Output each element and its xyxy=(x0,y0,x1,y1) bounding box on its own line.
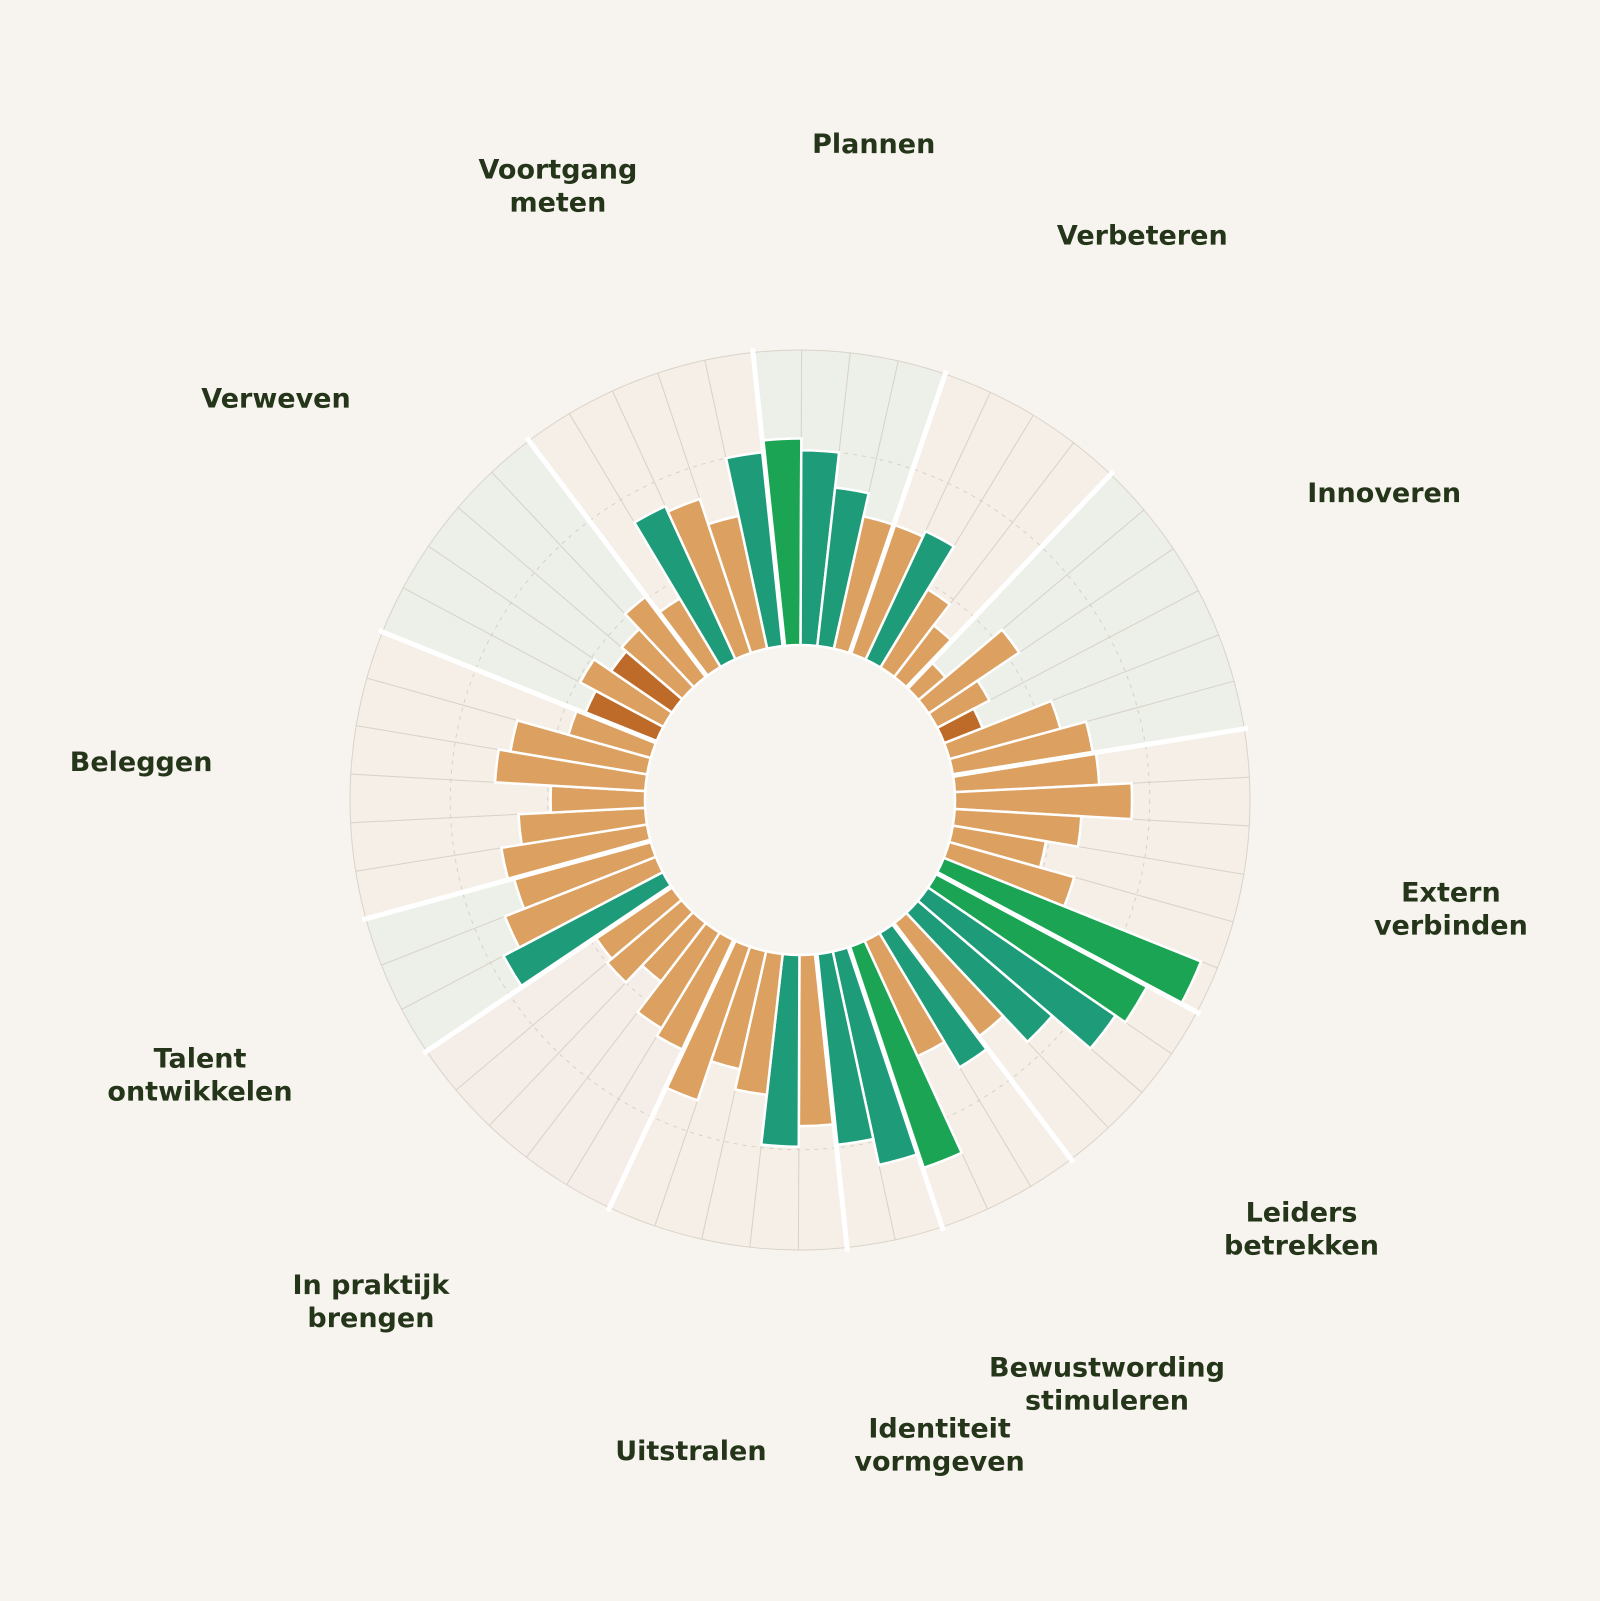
segment-separator-11 xyxy=(361,838,652,923)
segment-label-talent-ontwikkelen: Talent ontwikkelen xyxy=(107,1044,292,1108)
segment-label-in-praktijk-brengen: In praktijk brengen xyxy=(292,1270,450,1334)
segment-separator-5 xyxy=(935,870,1202,1017)
segment-label-identiteit-vormgeven: Identiteit vormgeven xyxy=(854,1414,1024,1478)
segment-label-innoveren: Innoveren xyxy=(1307,478,1461,509)
segment-separator-8 xyxy=(813,953,850,1252)
segment-separator-4 xyxy=(952,725,1249,778)
segment-label-uitstralen: Uitstralen xyxy=(615,1436,766,1467)
segment-labels: Plannen Verbeteren Innoveren Extern verbinde… xyxy=(70,129,1528,1478)
segment-label-plannen: Plannen xyxy=(812,129,935,160)
segment-separator-7 xyxy=(846,946,946,1232)
segment-label-bewustwording-stimuleren: Bewustwording stimuleren xyxy=(989,1353,1225,1417)
segment-label-leiders-betrekken: Leiders betrekken xyxy=(1224,1198,1379,1262)
segment-separator-1 xyxy=(750,348,787,647)
segment-separator-10 xyxy=(421,884,673,1056)
segment-label-verbeteren: Verbeteren xyxy=(1057,221,1228,252)
segment-label-extern-verbinden: Extern verbinden xyxy=(1374,878,1528,942)
segment-separator-2 xyxy=(847,369,949,655)
segment-separator-9 xyxy=(605,939,737,1213)
segment-label-beleggen: Beleggen xyxy=(70,747,213,778)
segment-separator-6 xyxy=(891,922,1076,1164)
segment-separator-12 xyxy=(377,628,658,745)
segment-label-verweven: Verweven xyxy=(201,384,350,415)
segment-separators xyxy=(361,348,1249,1252)
segment-separator-3 xyxy=(905,469,1116,690)
segment-label-voortgang-meten: Voortgang meten xyxy=(478,155,637,219)
segment-separator-13 xyxy=(524,436,709,678)
bars xyxy=(493,437,1203,1170)
